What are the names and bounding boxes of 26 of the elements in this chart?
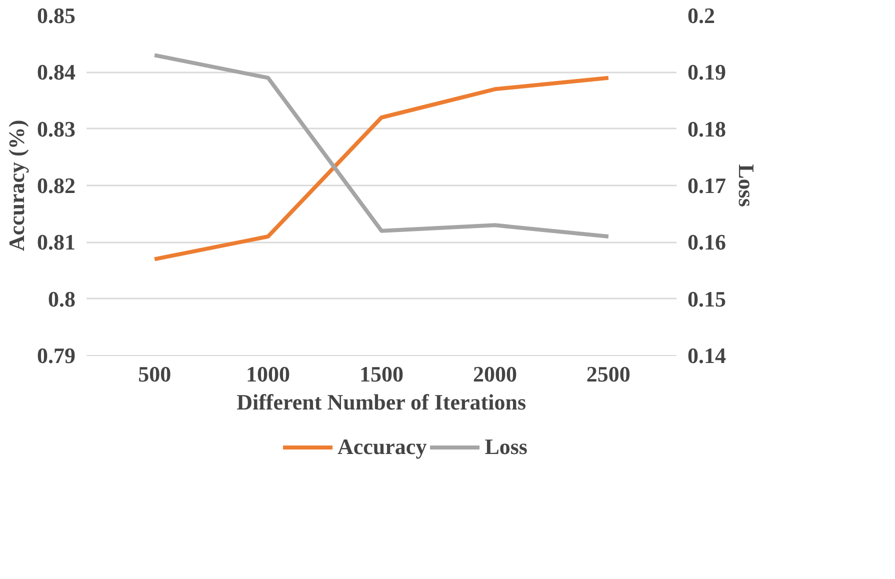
y-tick-label: 0.83 <box>37 116 76 142</box>
x-tick-label: 500 <box>138 362 172 386</box>
x-tick-label: 2500 <box>586 362 630 386</box>
y-tick-label: 0.81 <box>37 230 76 255</box>
y2-axis-title: Loss <box>734 164 759 208</box>
y-tick-label: 0.85 <box>37 3 76 28</box>
x-tick-label: 1000 <box>246 362 290 386</box>
y-tick-label: 0.8 <box>48 286 76 312</box>
y-axis-title: Accuracy (%) <box>4 120 29 252</box>
legend-label: Accuracy <box>338 434 427 460</box>
y2-tick-label: 0.14 <box>688 343 726 368</box>
y2-tick-label: 0.17 <box>688 173 726 198</box>
y2-tick-label: 0.19 <box>688 60 726 85</box>
y2-tick-label: 0.18 <box>688 116 726 142</box>
x-axis-title: Different Number of Iterations <box>236 390 526 414</box>
y2-tick-label: 0.15 <box>688 286 726 312</box>
line-series <box>152 53 610 238</box>
x-tick-label: 2000 <box>472 362 517 386</box>
y2-tick-label: 0.16 <box>688 230 726 255</box>
y-tick-label: 0.84 <box>37 60 76 85</box>
y2-tick-label: 0.2 <box>688 3 715 28</box>
x-tick-label: 1500 <box>360 362 404 386</box>
y-tick-label: 0.79 <box>37 343 76 368</box>
line-series <box>152 76 610 262</box>
legend-label: Loss <box>484 434 528 460</box>
y-tick-label: 0.82 <box>37 173 76 198</box>
